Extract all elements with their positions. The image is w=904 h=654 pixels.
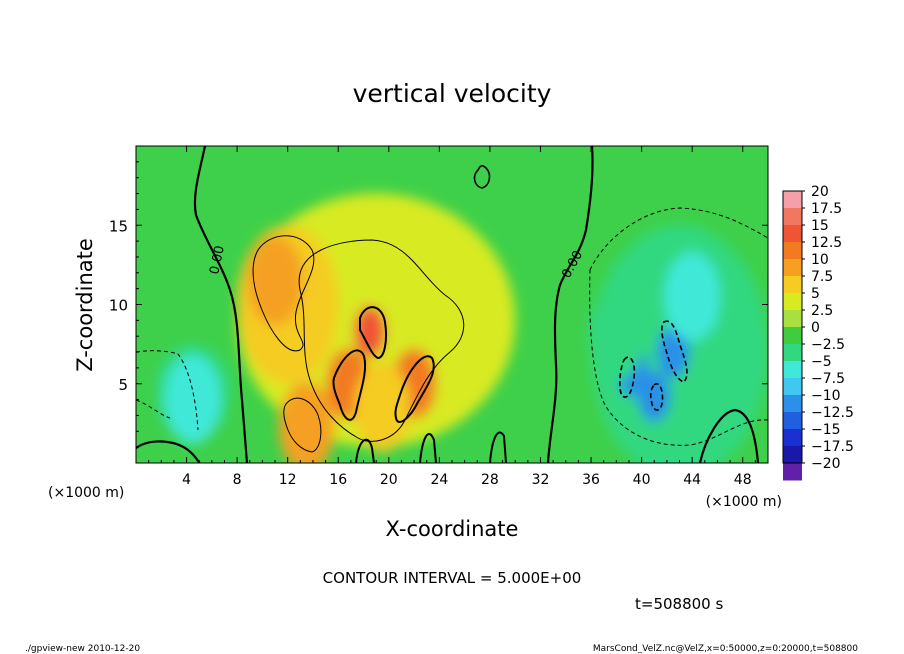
colorbar-label: −17.5 (811, 439, 854, 455)
x-tick-label: 16 (329, 472, 347, 488)
colorbar-swatch (783, 310, 802, 328)
chart-title: vertical velocity (353, 79, 552, 108)
footer-left-text: ./gpview-new 2010-12-20 (25, 644, 140, 654)
colorbar-label: 17.5 (811, 201, 842, 217)
colorbar-label: 20 (811, 184, 829, 200)
contour-positive-5-bottom (283, 397, 322, 453)
field-feature (247, 235, 304, 326)
colorbar-swatch (783, 463, 802, 481)
colorbar-label: −15 (811, 422, 841, 438)
colorbar-swatch (783, 225, 802, 243)
field-feature (664, 251, 721, 342)
y-axis: 5 10 15 (109, 161, 768, 448)
colorbar-swatch (783, 259, 802, 277)
x-tick-label: 40 (633, 472, 651, 488)
zero-contour-bottom-right (698, 408, 760, 463)
contour-positive-10-right (394, 355, 435, 423)
colorbar-swatch (783, 242, 802, 260)
x-tick-label: 44 (683, 472, 701, 488)
colorbar-label: 12.5 (811, 235, 842, 251)
x-axis-unit-right: (×1000 m) (706, 494, 782, 510)
footer-right-text: MarsCond_VelZ.nc@VelZ,x=0:50000,z=0:2000… (593, 644, 858, 654)
field-feature (353, 305, 386, 358)
y-axis-label: Z-coordinate (73, 238, 97, 372)
colorbar-swatch (783, 191, 802, 209)
colorbar-swatch (783, 446, 802, 464)
colorbar-label: 10 (811, 252, 829, 268)
colorbar-swatch (783, 208, 802, 226)
field-feature (354, 362, 411, 453)
contour-positive-5-large (298, 239, 465, 442)
time-text: t=508800 s (635, 595, 723, 613)
x-tick-label: 36 (582, 472, 600, 488)
contour-negative-5-left (136, 350, 199, 431)
x-tick-label: 28 (481, 472, 499, 488)
zero-contour-top-island (473, 165, 491, 189)
colorbar-label: −10 (811, 388, 841, 404)
x-tick-label: 12 (279, 472, 297, 488)
field-feature (588, 291, 645, 382)
colorbar-swatch (783, 293, 802, 311)
colorbar-swatch (783, 378, 802, 396)
zero-contour-label-left: 0.00 (207, 244, 228, 275)
y-tick-label: 5 (118, 376, 128, 394)
field-feature (657, 326, 690, 378)
colorbar-swatch (783, 327, 802, 345)
contour-positive-10-center (359, 306, 388, 360)
zero-contour-left (193, 146, 249, 463)
colorbar-swatch (783, 361, 802, 379)
zero-contour-right (546, 146, 594, 463)
colorbar-label: −7.5 (811, 371, 845, 387)
field-feature (638, 370, 671, 423)
colorbar-label: 5 (811, 286, 820, 302)
contour-negative-10-b (619, 356, 636, 398)
x-tick-label: 20 (380, 472, 398, 488)
field-feature (164, 354, 221, 445)
colorbar-swatch (783, 395, 802, 413)
colorbar-label: 7.5 (811, 269, 833, 285)
contour-lines (136, 146, 768, 463)
colorbar-label: −12.5 (811, 405, 854, 421)
x-tick-label: 24 (430, 472, 448, 488)
colorbar-label: 0 (811, 320, 820, 336)
colorbar-swatch (783, 412, 802, 430)
contour-negative-10-c (649, 383, 664, 411)
x-tick-label: 4 (182, 472, 191, 488)
colorbar-swatch (783, 344, 802, 362)
x-tick-label: 8 (233, 472, 242, 488)
y-tick-label: 10 (109, 297, 128, 315)
colorbar-label: −20 (811, 456, 841, 472)
x-axis-label: X-coordinate (386, 517, 519, 541)
contour-interval-text: CONTOUR INTERVAL = 5.000E+00 (323, 569, 582, 587)
contour-negative-5-right (589, 207, 768, 446)
colorbar-label: −2.5 (811, 337, 845, 353)
colorbar-label: 2.5 (811, 303, 833, 319)
zero-contour-bottom-left (136, 440, 201, 463)
colorbar-swatch (783, 276, 802, 294)
contour-positive-10-left (332, 349, 366, 421)
colorbar-swatch (783, 429, 802, 447)
contour-positive-5-topleft (252, 235, 315, 352)
colorbar-label: −5 (811, 354, 832, 370)
plot-area: 0.00 0.00 (136, 146, 768, 463)
x-axis-unit-left: (×1000 m) (48, 485, 124, 501)
contour-negative-10-a (661, 320, 688, 383)
x-tick-label: 32 (532, 472, 550, 488)
colorbar-label: 15 (811, 218, 829, 234)
y-tick-label: 15 (109, 217, 128, 235)
x-tick-label: 48 (734, 472, 752, 488)
colorbar: 2017.51512.5107.552.50−2.5−5−7.5−10−12.5… (782, 184, 854, 481)
x-axis: 4 8 12 16 20 24 28 32 36 40 44 48 (148, 146, 756, 488)
